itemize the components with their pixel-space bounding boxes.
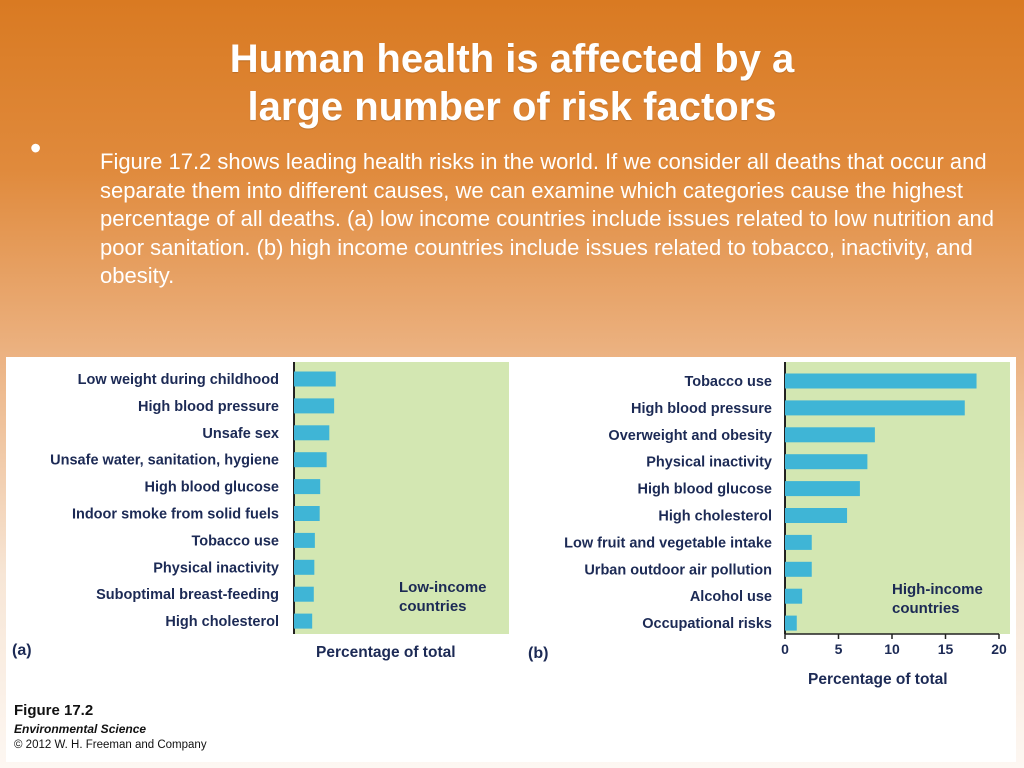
low-income-bar bbox=[294, 506, 320, 521]
high-income-x-tick-label: 0 bbox=[781, 641, 789, 657]
high-income-bar bbox=[785, 508, 848, 523]
low-income-x-axis-label: Percentage of total bbox=[316, 644, 456, 661]
title-line-1: Human health is affected by a bbox=[229, 37, 795, 81]
low-income-bar bbox=[294, 479, 321, 495]
low-income-bar bbox=[294, 398, 335, 414]
high-income-group-label-1: High-income bbox=[892, 581, 983, 598]
high-income-category-label: Urban outdoor air pollution bbox=[584, 562, 772, 578]
low-income-category-label: Physical inactivity bbox=[153, 560, 279, 576]
high-income-group-label-2: countries bbox=[892, 600, 960, 617]
low-income-bar bbox=[294, 371, 336, 387]
high-income-x-tick-label: 5 bbox=[835, 641, 843, 657]
low-income-bar bbox=[294, 613, 313, 629]
risk-factor-charts: Low weight during childhood High blood pr… bbox=[12, 362, 1010, 688]
high-income-bar bbox=[785, 588, 803, 604]
low-income-bar bbox=[294, 425, 330, 441]
low-income-category-label: Suboptimal breast-feeding bbox=[96, 587, 279, 603]
high-income-category-label: Occupational risks bbox=[642, 616, 772, 632]
high-income-category-label: Alcohol use bbox=[690, 589, 772, 605]
high-income-category-label: High blood pressure bbox=[631, 401, 772, 417]
low-income-category-label: High blood pressure bbox=[138, 399, 279, 415]
high-income-category-label: Overweight and obesity bbox=[608, 428, 772, 444]
low-income-category-label: Indoor smoke from solid fuels bbox=[72, 507, 279, 523]
low-income-bar bbox=[294, 532, 315, 548]
bullet-dot: • bbox=[30, 130, 42, 166]
high-income-category-label: Tobacco use bbox=[684, 374, 772, 390]
figure-number: Figure 17.2 bbox=[14, 702, 94, 719]
high-income-category-label: High blood glucose bbox=[637, 482, 772, 498]
low-income-category-label: High blood glucose bbox=[144, 480, 279, 496]
low-income-bar bbox=[294, 586, 314, 602]
low-income-group-label-2: countries bbox=[399, 598, 467, 615]
high-income-x-tick-label: 10 bbox=[884, 641, 900, 657]
low-income-bar bbox=[294, 452, 327, 468]
high-income-bar bbox=[785, 400, 965, 416]
low-income-category-label: Low weight during childhood bbox=[78, 372, 279, 388]
low-income-panel-label: (a) bbox=[12, 642, 32, 659]
high-income-x-tick-label: 15 bbox=[938, 641, 954, 657]
high-income-category-label: Low fruit and vegetable intake bbox=[564, 535, 772, 551]
high-income-bar bbox=[785, 373, 977, 389]
high-income-x-tick-label: 20 bbox=[991, 641, 1007, 657]
high-income-bar bbox=[785, 615, 797, 631]
high-income-category-label: Physical inactivity bbox=[646, 455, 772, 471]
title-line-2: large number of risk factors bbox=[247, 85, 777, 129]
figure-book: Environmental Science bbox=[14, 722, 147, 736]
high-income-bar bbox=[785, 534, 812, 550]
low-income-category-label: Tobacco use bbox=[191, 533, 279, 549]
low-income-bar bbox=[294, 559, 315, 575]
low-income-category-label: High cholesterol bbox=[165, 614, 279, 630]
high-income-panel-label: (b) bbox=[528, 645, 548, 662]
figure-panel: Low weight during childhood High blood pr… bbox=[6, 357, 1016, 762]
figure-copyright: © 2012 W. H. Freeman and Company bbox=[14, 739, 207, 751]
high-income-bar bbox=[785, 454, 868, 470]
high-income-category-label: High cholesterol bbox=[658, 509, 772, 525]
high-income-bar bbox=[785, 561, 812, 577]
low-income-category-label: Unsafe sex bbox=[202, 426, 279, 442]
body-text: Figure 17.2 shows leading health risks i… bbox=[100, 149, 994, 288]
slide-title: Human health is affected by a large numb… bbox=[0, 35, 1024, 131]
low-income-group-label-1: Low-income bbox=[399, 579, 487, 596]
high-income-x-axis-label: Percentage of total bbox=[808, 671, 948, 688]
low-income-category-label: Unsafe water, sanitation, hygiene bbox=[50, 453, 279, 469]
high-income-bar bbox=[785, 427, 875, 443]
high-income-bar bbox=[785, 481, 860, 497]
